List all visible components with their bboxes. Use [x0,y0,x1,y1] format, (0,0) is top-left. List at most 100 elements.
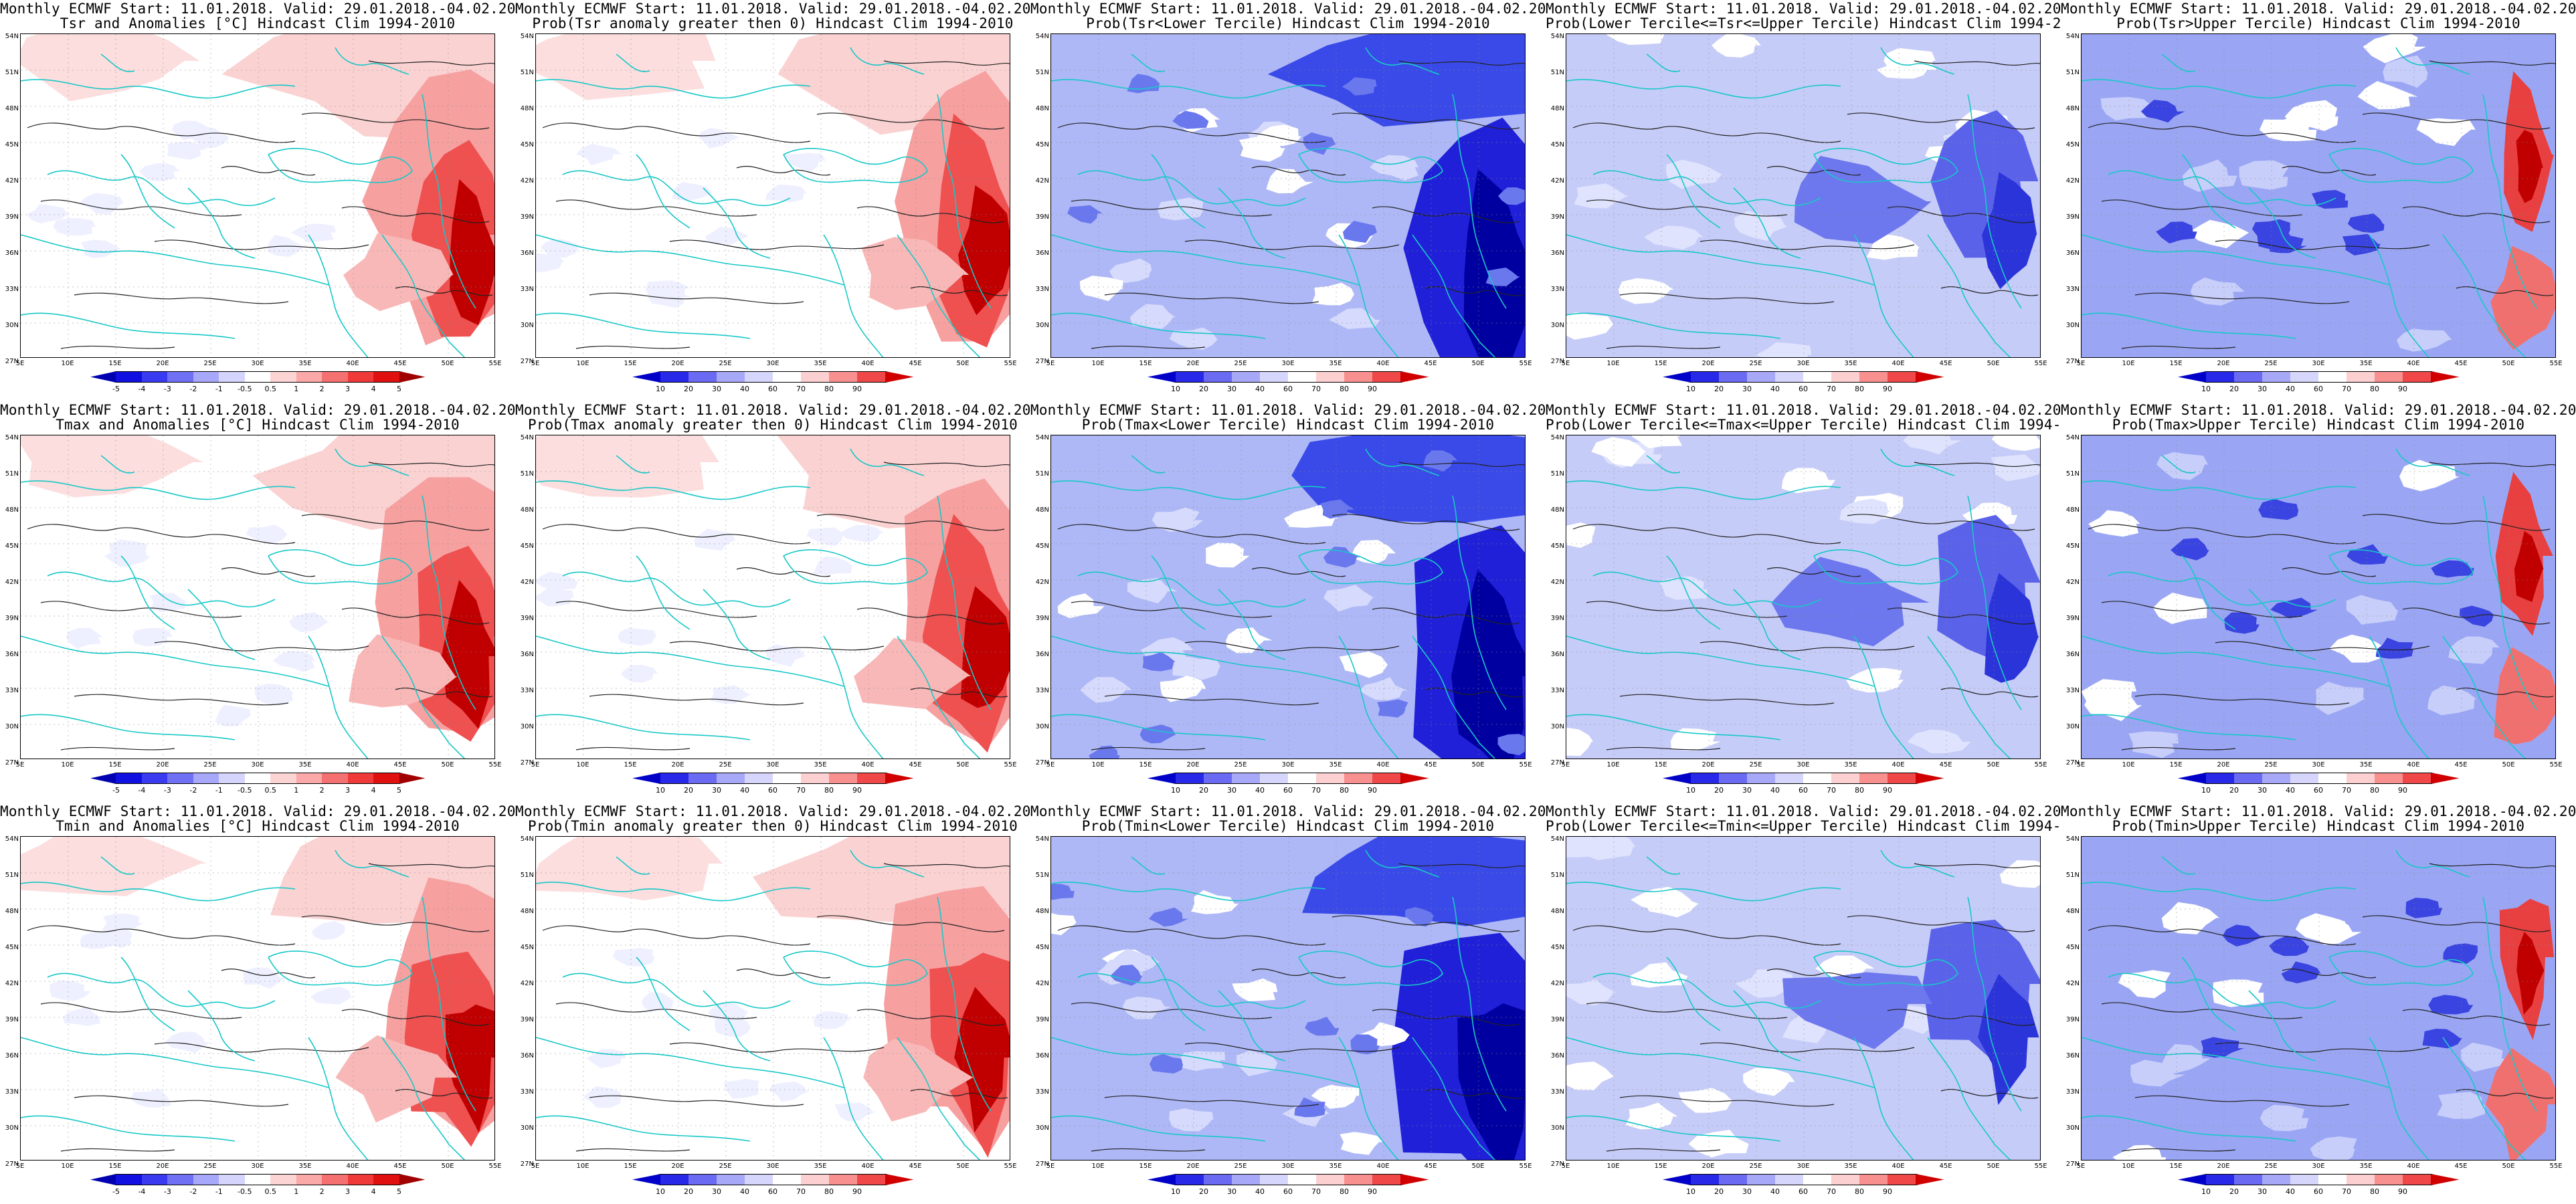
colorbar-tick-label: -0.5 [238,1187,252,1196]
lon-label: 55E [2549,360,2563,367]
colorbar-cell [2347,1174,2375,1185]
lat-label: 36N [5,651,19,658]
lon-label: 5E [531,1163,540,1170]
colorbar-tick-label: 80 [1855,1187,1864,1196]
colorbar-cell [1691,1174,1720,1185]
lat-label: 51N [1550,470,1564,478]
panel-title-line1: Monthly ECMWF Start: 11.01.2018. Valid: … [1030,1,1546,17]
lon-label: 15E [624,360,637,367]
panel-title-line2: Prob(Tmax<Lower Tercile) Hindcast Clim 1… [1081,417,1495,433]
lon-label: 25E [719,360,732,367]
lat-label: 33N [1550,1088,1564,1096]
lat-label: 27N [1550,1161,1564,1168]
lon-label: 30E [1797,360,1810,367]
colorbar-tick-label: 3 [345,1187,351,1196]
colorbar-cell [829,371,858,383]
lat-label: 30N [520,1124,534,1132]
lat-label: 39N [5,615,19,622]
panel-title-line1: Monthly ECMWF Start: 11.01.2018. Valid: … [2061,803,2576,819]
colorbar-tick-label: 30 [1742,385,1752,393]
colorbar-tick-label: 40 [2286,385,2295,393]
lat-label: 51N [1035,470,1049,478]
colorbar-cell [1400,1174,1429,1185]
lon-label: 15E [624,761,637,769]
panel-title-line1: Monthly ECMWF Start: 11.01.2018. Valid: … [2061,402,2576,418]
colorbar-tick-label: -5 [112,385,120,393]
colorbar [1663,1174,1944,1185]
panel-title-line2: Prob(Lower Tercile<=Tsr<=Upper Tercile) … [1546,15,2061,31]
colorbar-tick-label: 70 [796,786,806,795]
colorbar [2178,1174,2460,1185]
lat-label: 39N [2065,1016,2080,1023]
lat-label: 33N [1035,286,1049,293]
map-plot [535,836,1010,1161]
colorbar-cell [2431,1174,2460,1185]
lon-label: 25E [1749,360,1762,367]
colorbar-cell [2178,773,2207,784]
colorbar-tick-label: 10 [1686,786,1695,795]
lon-label: 45E [1939,360,1952,367]
lat-label: 30N [5,1124,19,1132]
lon-label: 40E [861,1163,875,1170]
lat-label: 39N [1035,213,1049,221]
lon-label: 10E [2122,360,2135,367]
colorbar-cell [1316,773,1345,784]
colorbar-cell [1663,371,1691,383]
lon-label: 35E [1329,761,1342,769]
lon-label: 40E [1376,360,1390,367]
colorbar-cell [296,371,323,383]
panel-title-line1: Monthly ECMWF Start: 11.01.2018. Valid: … [515,402,1030,418]
panel-title-line1: Monthly ECMWF Start: 11.01.2018. Valid: … [515,1,1030,17]
map-panel: Monthly ECMWF Start: 11.01.2018. Valid: … [1030,401,1546,803]
panel-title-line1: Monthly ECMWF Start: 11.01.2018. Valid: … [0,1,515,17]
colorbar-cell [1831,371,1860,383]
colorbar-cell [745,773,773,784]
colorbar-cell [1831,1174,1860,1185]
colorbar-tick-label: 90 [852,385,862,393]
colorbar-cell [1147,1174,1176,1185]
lat-label: 54N [1035,835,1049,843]
colorbar-cell [1803,1174,1832,1185]
lon-label: 55E [1004,360,1017,367]
lat-label: 33N [520,286,534,293]
lat-label: 48N [1550,105,1564,112]
lat-label: 27N [1035,358,1049,365]
lat-label: 54N [2065,835,2080,843]
colorbar-tick-label: 70 [1827,786,1836,795]
map-panel: Monthly ECMWF Start: 11.01.2018. Valid: … [1546,803,2061,1204]
lon-label: 5E [1046,360,1055,367]
colorbar-tick-label: 40 [1770,786,1780,795]
lon-label: 5E [1046,761,1055,769]
colorbar-cell [1176,371,1204,383]
colorbar-tick-label: 80 [1340,786,1349,795]
map-panel: Monthly ECMWF Start: 11.01.2018. Valid: … [1030,803,1546,1204]
colorbar-tick-label: 70 [1311,786,1321,795]
lon-label: 20E [2217,360,2230,367]
panel-title-line2: Prob(Tmin<Lower Tercile) Hindcast Clim 1… [1081,818,1495,834]
lat-label: 42N [520,980,534,987]
lat-label: 48N [1550,506,1564,514]
map-field [21,34,494,357]
lon-label: 45E [1424,360,1437,367]
colorbar-tick-label: 80 [1340,385,1349,393]
lon-label: 10E [1091,1163,1105,1170]
panel-title-line2: Prob(Tsr<Lower Tercile) Hindcast Clim 19… [1086,15,1490,31]
lon-label: 45E [393,360,407,367]
colorbar-cell [2206,773,2235,784]
colorbar-cell [2375,371,2403,383]
colorbar-cell [1316,1174,1345,1185]
lon-label: 35E [1329,1163,1342,1170]
lat-label: 54N [1035,33,1049,40]
colorbar-cell [632,371,661,383]
colorbar-cell [2178,371,2207,383]
colorbar-cell [1663,1174,1691,1185]
map-field [2082,34,2555,357]
colorbar-tick-label: 20 [1199,786,1208,795]
lat-label: 36N [5,249,19,257]
colorbar-tick-label: 70 [796,385,806,393]
colorbar-cell [2262,773,2291,784]
lon-label: 15E [1654,761,1667,769]
lat-label: 27N [520,759,534,767]
colorbar-cell [90,773,116,784]
panel-title-line1: Monthly ECMWF Start: 11.01.2018. Valid: … [1546,803,2061,819]
